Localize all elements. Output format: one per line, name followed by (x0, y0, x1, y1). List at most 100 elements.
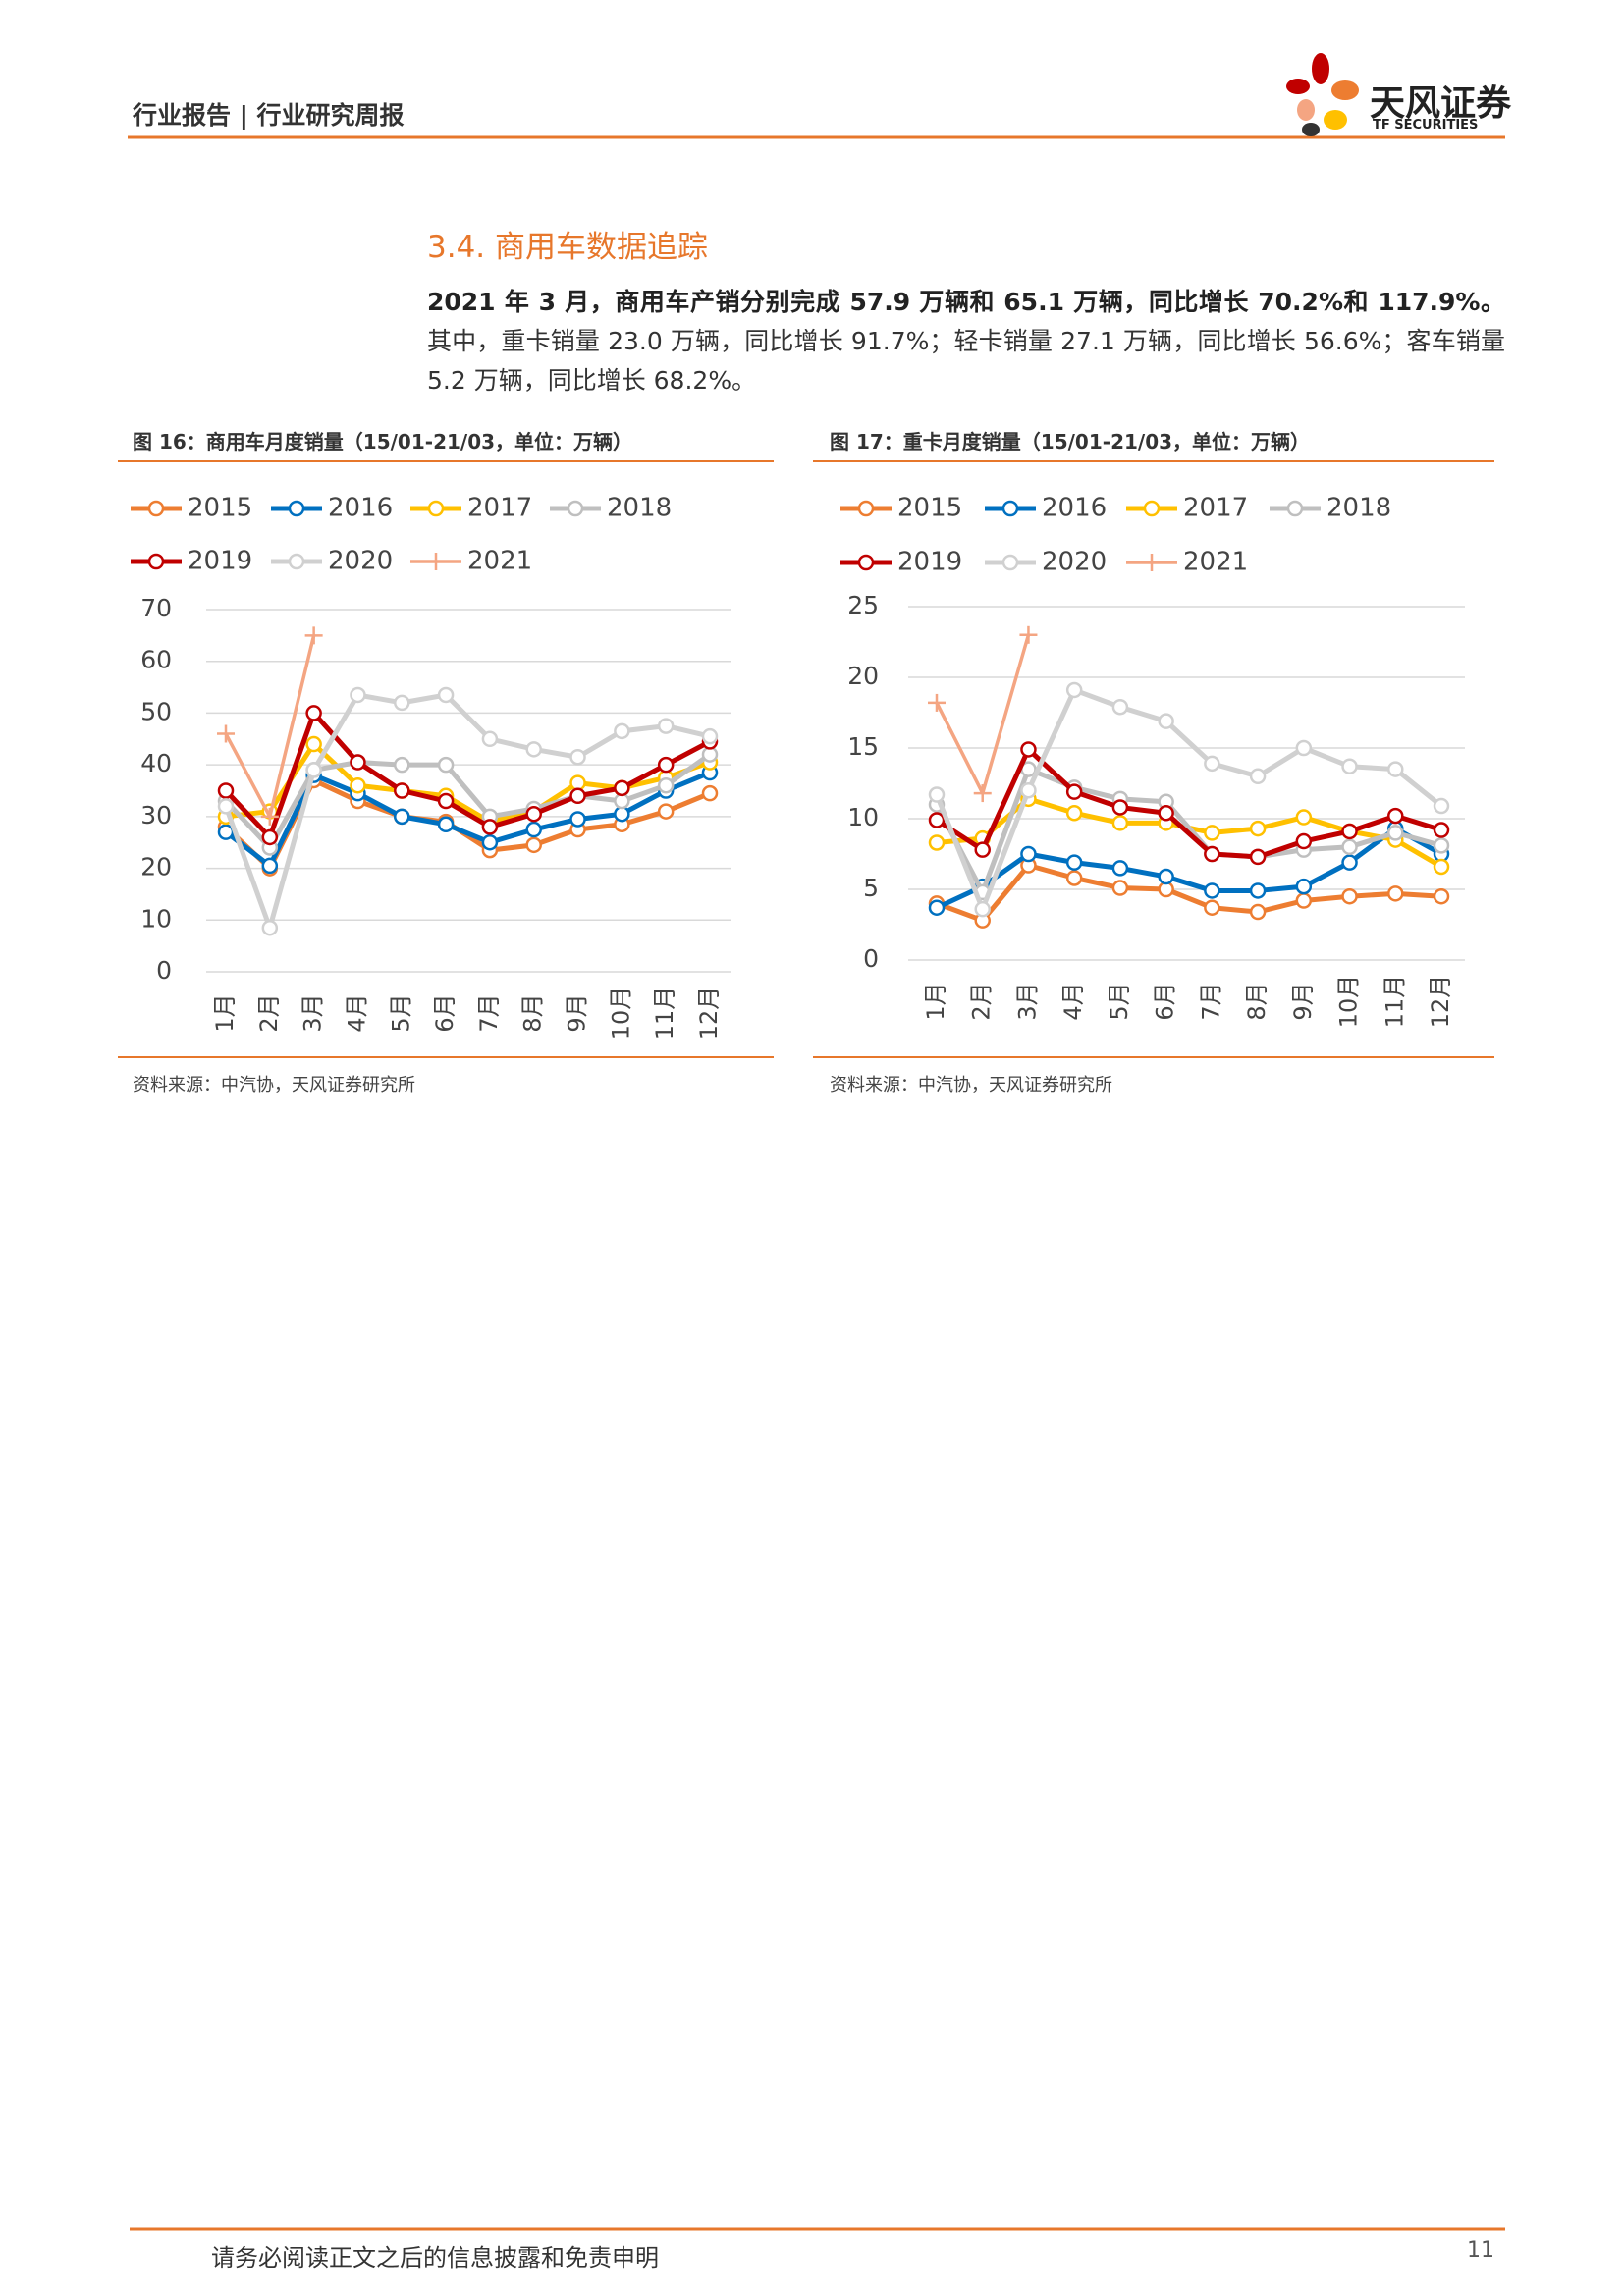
marker (1295, 809, 1313, 826)
marker (1249, 820, 1267, 837)
marker (657, 756, 675, 774)
marker (305, 705, 322, 721)
marker (1143, 500, 1161, 517)
marker (928, 786, 946, 803)
marker (1204, 899, 1220, 916)
series-line (935, 826, 1443, 910)
x-tick-label: 11月 (651, 987, 678, 1041)
marker (1249, 768, 1267, 785)
header-title: 行业报告 | 行业研究周报 (133, 101, 405, 130)
x-tick-label: 4月 (343, 993, 370, 1032)
logo-text: 天风证券 (1370, 83, 1512, 124)
marker (1158, 868, 1174, 885)
marker (350, 686, 366, 704)
y-tick-label: 25 (847, 591, 879, 619)
marker (305, 762, 322, 778)
marker (427, 500, 445, 517)
marker (614, 722, 630, 740)
marker (217, 798, 235, 815)
legend-label: 2017 (1183, 494, 1248, 523)
section-title: 3.4. 商用车数据追踪 (427, 230, 709, 265)
marker (1065, 681, 1083, 699)
marker (147, 553, 165, 570)
marker (304, 626, 323, 645)
marker (1433, 797, 1450, 815)
marker (1295, 739, 1313, 757)
legend-label: 2020 (1042, 548, 1107, 577)
series-line (935, 634, 1031, 795)
x-tick-label: 9月 (1289, 982, 1317, 1020)
marker (217, 824, 235, 840)
marker (1065, 854, 1083, 871)
marker (569, 748, 586, 766)
marker (1295, 878, 1313, 895)
marker (1001, 554, 1019, 571)
marker (614, 805, 630, 823)
marker (928, 899, 946, 916)
marker (261, 857, 279, 875)
footer-disclaimer: 请务必阅读正文之后的信息披露和免责申明 (211, 2244, 659, 2271)
y-tick-label: 5 (863, 874, 879, 902)
y-tick-label: 70 (140, 594, 172, 622)
marker (288, 500, 305, 517)
marker (569, 787, 586, 805)
x-tick-label: 5月 (387, 993, 414, 1032)
marker (525, 805, 542, 823)
legend-label: 2018 (1326, 494, 1391, 523)
marker (1286, 500, 1304, 517)
marker (1433, 822, 1450, 838)
marker (657, 803, 675, 820)
marker (394, 782, 410, 799)
x-tick-label: 10月 (607, 987, 634, 1041)
legend-label: 2020 (328, 547, 393, 576)
legend-label: 2019 (188, 547, 252, 576)
marker (1065, 870, 1083, 886)
marker (1158, 713, 1174, 729)
legend-label: 2021 (467, 547, 532, 576)
marker (614, 792, 630, 810)
page-number: 11 (1467, 2238, 1494, 2263)
legend-label: 2017 (467, 494, 532, 523)
marker (1433, 837, 1450, 854)
marker (427, 553, 445, 570)
marker (1111, 860, 1129, 877)
y-tick-label: 50 (140, 697, 172, 725)
x-tick-label: 6月 (1152, 982, 1179, 1020)
paragraph-bold: 2021 年 3 月，商用车产销分别完成 57.9 万辆和 65.1 万辆，同比… (427, 288, 1505, 316)
marker (1387, 885, 1404, 902)
marker (1204, 825, 1220, 841)
marker (1204, 755, 1220, 773)
legend-label: 2015 (188, 494, 252, 523)
marker (701, 784, 719, 802)
x-tick-label: 9月 (564, 993, 591, 1032)
marker (481, 833, 499, 851)
figure-source: 资料来源：中汽协，天风证券研究所 (830, 1075, 1112, 1095)
marker (481, 730, 499, 748)
marker (973, 784, 992, 803)
marker (1249, 848, 1267, 866)
marker (1295, 892, 1313, 909)
marker (1204, 845, 1220, 863)
x-tick-label: 5月 (1106, 982, 1133, 1020)
marker (657, 718, 675, 734)
marker (260, 807, 279, 826)
marker (1020, 781, 1037, 799)
marker (437, 792, 455, 810)
marker (261, 919, 279, 936)
legend-label: 2018 (607, 494, 672, 523)
marker (1249, 882, 1267, 899)
marker (1341, 887, 1358, 905)
figure-source: 资料来源：中汽协，天风证券研究所 (133, 1075, 415, 1095)
x-tick-label: 4月 (1059, 982, 1087, 1020)
legend-label: 2021 (1183, 548, 1248, 577)
x-tick-label: 11月 (1380, 975, 1408, 1029)
x-tick-label: 8月 (519, 993, 547, 1032)
x-tick-label: 1月 (922, 982, 949, 1020)
marker (288, 553, 305, 570)
marker (701, 727, 719, 745)
marker (857, 554, 875, 571)
y-tick-label: 20 (847, 662, 879, 690)
y-tick-label: 0 (863, 944, 879, 973)
marker (1111, 698, 1129, 716)
